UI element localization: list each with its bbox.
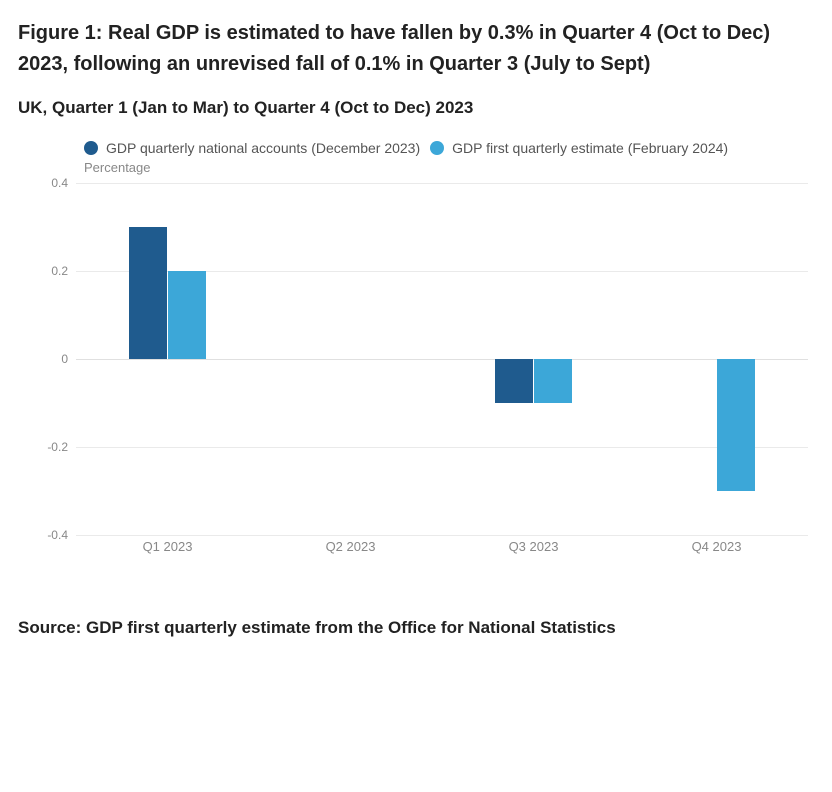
bar <box>534 359 572 403</box>
gridline <box>76 535 808 536</box>
bar <box>717 359 755 491</box>
figure-subtitle: UK, Quarter 1 (Jan to Mar) to Quarter 4 … <box>18 98 814 118</box>
y-tick-label: -0.2 <box>28 440 68 454</box>
figure-title: Figure 1: Real GDP is estimated to have … <box>18 18 814 80</box>
legend-marker-icon <box>84 141 98 155</box>
legend-label: GDP first quarterly estimate (February 2… <box>452 140 728 156</box>
x-tick-label: Q3 2023 <box>509 539 559 554</box>
legend-item-1: GDP first quarterly estimate (February 2… <box>430 140 728 156</box>
y-tick-label: 0 <box>28 352 68 366</box>
x-tick-label: Q4 2023 <box>692 539 742 554</box>
x-axis: Q1 2023 Q2 2023 Q3 2023 Q4 2023 <box>76 537 808 557</box>
y-tick-label: 0.4 <box>28 176 68 190</box>
source-text: Source: GDP first quarterly estimate fro… <box>18 613 814 644</box>
x-tick-label: Q2 2023 <box>326 539 376 554</box>
y-tick-label: 0.2 <box>28 264 68 278</box>
chart-bars <box>76 183 808 535</box>
y-tick-label: -0.4 <box>28 528 68 542</box>
legend-item-0: GDP quarterly national accounts (Decembe… <box>84 140 420 156</box>
y-axis-title: Percentage <box>84 160 814 175</box>
chart-legend: GDP quarterly national accounts (Decembe… <box>84 140 814 156</box>
figure-container: Figure 1: Real GDP is estimated to have … <box>0 0 832 674</box>
legend-label: GDP quarterly national accounts (Decembe… <box>106 140 420 156</box>
bar <box>495 359 533 403</box>
legend-marker-icon <box>430 141 444 155</box>
x-tick-label: Q1 2023 <box>143 539 193 554</box>
plot-region: -0.4-0.200.20.4 <box>76 183 808 535</box>
chart-area: -0.4-0.200.20.4 Q1 2023 Q2 2023 Q3 2023 Q4 … <box>76 175 808 555</box>
bar <box>168 271 206 359</box>
bar <box>129 227 167 359</box>
